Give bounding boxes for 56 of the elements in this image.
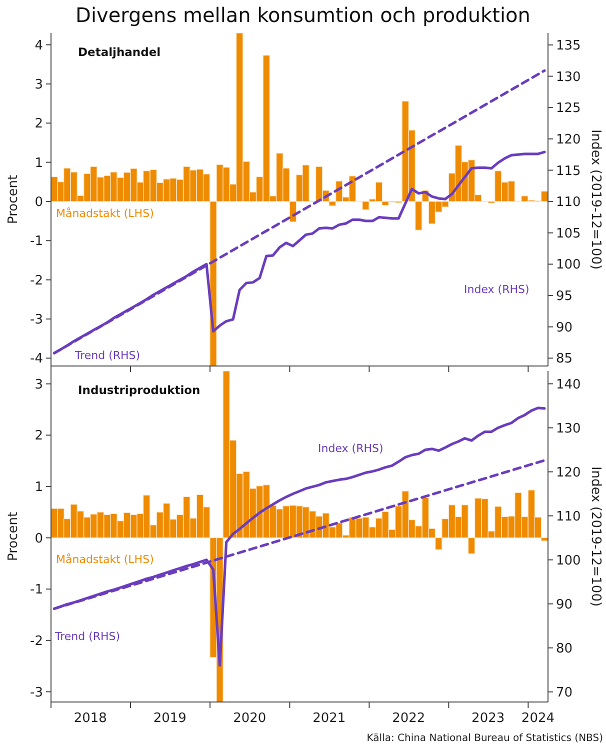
y-tick-label: -3 [30, 685, 43, 700]
series-label: Trend (RHS) [74, 349, 140, 362]
y2-tick-label: 110 [556, 195, 581, 210]
text: Index (RHS) [464, 283, 530, 296]
y2-tick-label: 100 [556, 553, 581, 568]
y-tick-label: 0 [34, 531, 43, 546]
y2-tick-label: 90 [556, 320, 573, 336]
x-tick-label: 2020 [233, 711, 266, 726]
series-label: Index (RHS) [318, 442, 384, 455]
x-tick-label: 2021 [312, 711, 346, 726]
y-tick-label: 3 [34, 77, 43, 92]
series-label: Månadstakt (LHS) [56, 553, 154, 566]
x-tick-label: 2019 [153, 711, 186, 726]
y-tick-label: 1 [34, 480, 43, 496]
y-tick-label: -4 [30, 352, 43, 367]
y2-tick-label: 130 [556, 421, 581, 436]
y-tick-label: -1 [30, 234, 43, 250]
x-tick-label: 2018 [74, 711, 107, 726]
y-tick-label: -2 [30, 634, 43, 649]
y2-tick-label: 140 [556, 377, 581, 392]
y-tick-label: 4 [34, 38, 43, 54]
text: Källa: China National Bureau of Statistics (NBS) [366, 733, 604, 744]
y2-axis-title: Index (2019-12=100) [588, 466, 603, 607]
y-tick-label: 0 [34, 195, 43, 210]
y2-tick-label: 105 [556, 226, 581, 242]
y2-tick-label: 85 [556, 352, 573, 367]
y-tick-label: 1 [34, 156, 43, 171]
y2-tick-label: 95 [556, 289, 573, 304]
series-label: Månadstakt (LHS) [56, 207, 154, 220]
y2-axis-title: Index (2019-12=100) [588, 129, 603, 270]
y2-tick-label: 120 [556, 465, 581, 480]
y2-tick-label: 135 [556, 38, 581, 54]
y-axis-title: Procent [6, 174, 21, 224]
y-tick-label: -1 [30, 582, 43, 598]
y2-tick-label: 70 [556, 685, 573, 700]
y2-tick-label: 130 [556, 70, 581, 85]
y2-tick-label: 80 [556, 641, 573, 656]
series-label: Trend (RHS) [54, 630, 120, 643]
chart-title: Divergens mellan konsumtion och produktion [76, 3, 530, 27]
y2-tick-label: 90 [556, 597, 573, 612]
x-tick-label: 2022 [392, 711, 426, 726]
y-axis-title: Procent [6, 512, 21, 562]
y-tick-label: -2 [30, 273, 43, 288]
text: Detaljhandel [78, 45, 161, 59]
y2-tick-label: 100 [556, 258, 581, 273]
y2-tick-label: 115 [556, 164, 581, 179]
y2-tick-label: 120 [556, 132, 581, 148]
y2-tick-label: 110 [556, 509, 581, 524]
y2-tick-label: 125 [556, 101, 581, 116]
y-tick-label: 2 [34, 116, 43, 132]
x-tick-label: 2024 [521, 711, 555, 726]
y-tick-label: 3 [34, 377, 43, 392]
y-tick-label: -3 [30, 312, 43, 328]
y-tick-label: 2 [34, 428, 43, 444]
text: Industriproduktion [78, 383, 200, 397]
x-tick-label: 2023 [472, 711, 505, 726]
